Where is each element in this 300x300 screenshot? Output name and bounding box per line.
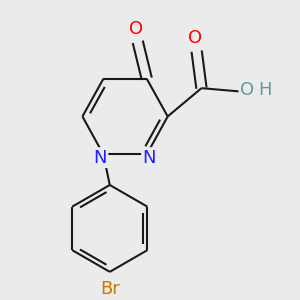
Text: O: O — [188, 29, 202, 47]
Text: Br: Br — [100, 280, 120, 298]
Text: N: N — [142, 148, 156, 166]
Text: H: H — [258, 81, 272, 99]
Text: N: N — [93, 148, 107, 166]
Text: O: O — [240, 81, 254, 99]
Text: O: O — [129, 20, 143, 38]
